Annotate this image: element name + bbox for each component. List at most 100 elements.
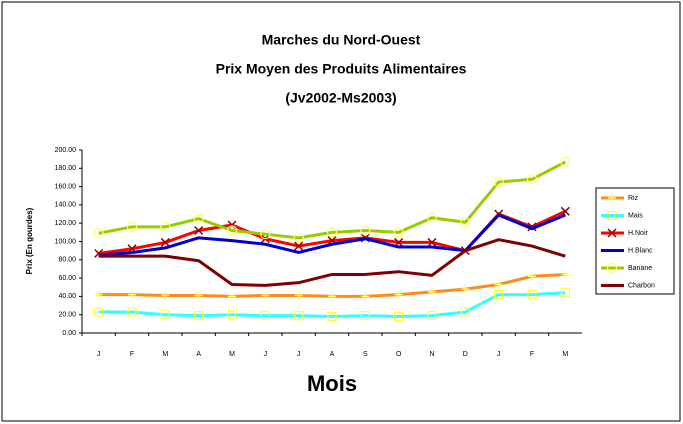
point-marker [527, 289, 537, 300]
point-marker [461, 285, 470, 294]
x-tick-label: F [130, 351, 134, 358]
y-tick-label: 20.00 [58, 312, 76, 319]
point-marker [293, 232, 304, 243]
x-tick-label: J [97, 351, 101, 358]
point-marker [128, 290, 136, 299]
series-line [98, 238, 566, 287]
legend-marker [608, 194, 616, 202]
x-tick-label: J [297, 351, 301, 358]
x-tick-label: O [396, 351, 402, 358]
y-tick-label: 160.00 [55, 183, 77, 190]
point-marker [194, 225, 204, 236]
y-tick-label: 100.00 [55, 238, 77, 245]
point-marker [327, 311, 337, 322]
x-tick-label: M [562, 351, 568, 358]
point-marker [161, 291, 170, 300]
x-tick-label: M [162, 351, 168, 358]
point-marker [360, 225, 371, 236]
x-tick-label: F [530, 351, 534, 358]
legend-marker [607, 228, 617, 238]
y-tick-label: 180.00 [55, 165, 77, 172]
y-tick-label: 40.00 [58, 293, 76, 300]
legend-marker [607, 210, 617, 221]
x-tick-label: A [196, 351, 201, 358]
point-marker [526, 174, 538, 185]
chart-period: (Jv2002-Ms2003) [285, 90, 396, 106]
point-marker [428, 287, 436, 296]
y-tick-label: 140.00 [55, 202, 77, 209]
y-tick-label: 0.00 [62, 330, 76, 337]
x-axis-label: Mois [307, 371, 357, 396]
point-marker [94, 307, 104, 317]
point-marker [260, 229, 271, 240]
chart-subtitle: Prix Moyen des Produits Alimentaires [216, 61, 467, 77]
y-tick-label: 200.00 [55, 147, 77, 154]
point-marker [294, 291, 303, 300]
x-tick-label: N [429, 351, 434, 358]
point-marker [160, 310, 170, 320]
point-marker [394, 290, 403, 299]
series-line [98, 291, 566, 319]
point-marker [160, 221, 171, 232]
point-marker [194, 291, 203, 300]
point-marker [560, 206, 570, 216]
point-marker [94, 290, 103, 299]
legend-label: Riz [628, 195, 639, 202]
point-marker [426, 212, 438, 223]
point-marker [326, 227, 338, 238]
point-marker [93, 228, 104, 239]
point-marker [160, 237, 170, 247]
legend-label: H.Blanc [628, 247, 653, 254]
legend-marker [606, 262, 618, 274]
legend-label: H.Noir [628, 230, 649, 237]
legend-box [595, 187, 675, 295]
point-marker [227, 220, 237, 230]
legend-label: Banane [628, 265, 652, 272]
series-line [98, 213, 566, 257]
x-tick-label: A [330, 351, 335, 358]
point-marker [227, 310, 237, 320]
point-marker [361, 292, 370, 301]
legend-label: Mais [628, 212, 643, 219]
point-marker [261, 291, 270, 300]
point-marker [528, 272, 536, 281]
point-marker [193, 213, 204, 224]
y-axis-label: Prix (En gourdes) [25, 207, 34, 274]
chart-title: Marches du Nord-Ouest [262, 32, 421, 48]
point-marker [226, 225, 238, 236]
legend-label: Charbon [628, 282, 655, 289]
x-tick-label: D [463, 351, 468, 358]
series-line [98, 160, 567, 240]
point-marker [194, 311, 204, 321]
x-tick-label: S [363, 351, 368, 358]
x-tick-label: M [229, 351, 235, 358]
y-tick-label: 120.00 [55, 220, 77, 227]
point-marker [126, 221, 138, 232]
point-marker [228, 292, 236, 301]
point-marker [328, 292, 336, 301]
point-marker [427, 311, 437, 321]
point-marker [394, 311, 404, 322]
x-tick-label: J [264, 351, 268, 358]
point-marker [427, 237, 437, 247]
point-marker [560, 288, 570, 298]
point-marker [494, 280, 503, 289]
point-marker [560, 156, 571, 167]
point-marker [494, 289, 504, 300]
point-marker [294, 241, 304, 251]
x-tick-label: J [497, 351, 501, 358]
point-marker [561, 270, 570, 279]
point-marker [460, 307, 470, 317]
point-marker [127, 307, 137, 317]
point-marker [393, 227, 404, 238]
point-marker [527, 222, 537, 232]
point-marker [493, 176, 504, 188]
y-tick-label: 80.00 [58, 257, 76, 264]
point-marker [260, 311, 270, 321]
point-marker [360, 311, 370, 321]
y-tick-label: 60.00 [58, 275, 76, 282]
point-marker [294, 311, 304, 321]
point-marker [460, 217, 471, 228]
